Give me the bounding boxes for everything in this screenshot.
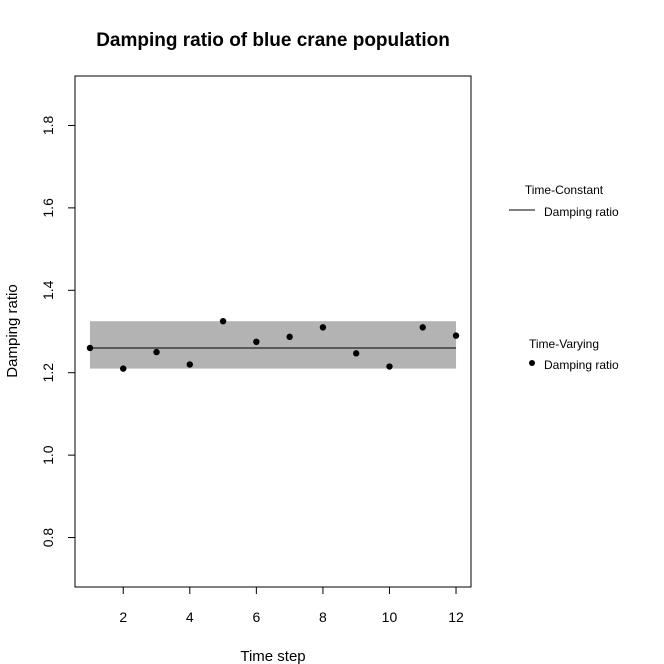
y-tick-label: 0.8 xyxy=(40,528,56,548)
data-points-layer xyxy=(86,317,460,372)
data-point xyxy=(219,317,227,325)
legend-point-symbol xyxy=(529,360,535,366)
data-point xyxy=(319,324,327,331)
confidence-band xyxy=(89,321,457,369)
x-tick-label: 10 xyxy=(382,609,398,625)
y-axis-label: Damping ratio xyxy=(4,284,21,377)
y-tick-label: 1.8 xyxy=(40,116,56,136)
x-tick-label: 4 xyxy=(186,609,194,625)
legend-time-constant-entry: Damping ratio xyxy=(544,205,619,219)
x-tick-label: 12 xyxy=(448,609,464,625)
legend-time-varying-entry: Damping ratio xyxy=(544,358,619,372)
chart-title: Damping ratio of blue crane population xyxy=(96,30,450,51)
data-point xyxy=(286,333,293,341)
y-axis: 0.8 1.0 1.2 1.4 1.6 1.8 xyxy=(40,116,76,548)
data-point xyxy=(419,324,426,331)
y-tick-label: 1.4 xyxy=(40,280,56,300)
data-point xyxy=(253,338,260,346)
data-point xyxy=(120,365,127,372)
legend-time-constant: Time-Constant Damping ratio xyxy=(509,183,619,219)
data-point xyxy=(352,350,360,357)
y-tick-label: 1.6 xyxy=(40,198,56,218)
y-tick-label: 1.2 xyxy=(40,363,56,383)
y-tick-label: 1.0 xyxy=(40,445,56,465)
x-axis-label: Time step xyxy=(240,648,305,664)
data-point xyxy=(153,348,160,356)
data-point xyxy=(386,363,393,370)
legend-time-constant-title: Time-Constant xyxy=(525,183,604,197)
legend-time-varying-title: Time-Varying xyxy=(529,337,599,351)
data-point xyxy=(186,361,194,368)
legend-time-varying: Time-Varying Damping ratio xyxy=(529,337,619,372)
x-axis: 2 4 6 8 10 12 xyxy=(119,586,464,625)
data-point xyxy=(86,344,94,352)
data-point xyxy=(452,332,460,339)
x-tick-label: 6 xyxy=(252,609,260,625)
x-tick-label: 8 xyxy=(319,609,327,625)
confidence-band-layer xyxy=(89,321,457,369)
x-tick-label: 2 xyxy=(119,609,127,625)
